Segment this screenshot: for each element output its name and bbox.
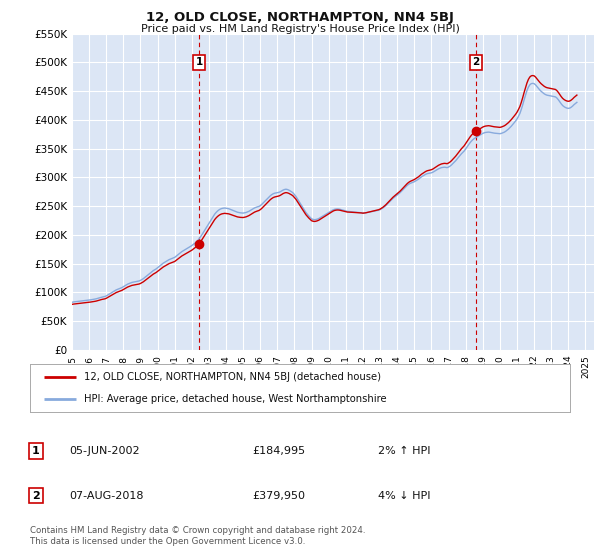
Text: Contains HM Land Registry data © Crown copyright and database right 2024.
This d: Contains HM Land Registry data © Crown c…: [30, 526, 365, 546]
Text: 12, OLD CLOSE, NORTHAMPTON, NN4 5BJ (detached house): 12, OLD CLOSE, NORTHAMPTON, NN4 5BJ (det…: [84, 372, 381, 382]
Text: Price paid vs. HM Land Registry's House Price Index (HPI): Price paid vs. HM Land Registry's House …: [140, 24, 460, 34]
Text: 05-JUN-2002: 05-JUN-2002: [69, 446, 140, 456]
Text: £379,950: £379,950: [252, 491, 305, 501]
Text: £184,995: £184,995: [252, 446, 305, 456]
Text: 1: 1: [32, 446, 40, 456]
Text: 12, OLD CLOSE, NORTHAMPTON, NN4 5BJ: 12, OLD CLOSE, NORTHAMPTON, NN4 5BJ: [146, 11, 454, 24]
Text: 1: 1: [196, 57, 203, 67]
Text: 07-AUG-2018: 07-AUG-2018: [69, 491, 143, 501]
Text: 2: 2: [472, 57, 479, 67]
Text: 4% ↓ HPI: 4% ↓ HPI: [378, 491, 431, 501]
Text: 2: 2: [32, 491, 40, 501]
Text: HPI: Average price, detached house, West Northamptonshire: HPI: Average price, detached house, West…: [84, 394, 386, 404]
Text: 2% ↑ HPI: 2% ↑ HPI: [378, 446, 431, 456]
